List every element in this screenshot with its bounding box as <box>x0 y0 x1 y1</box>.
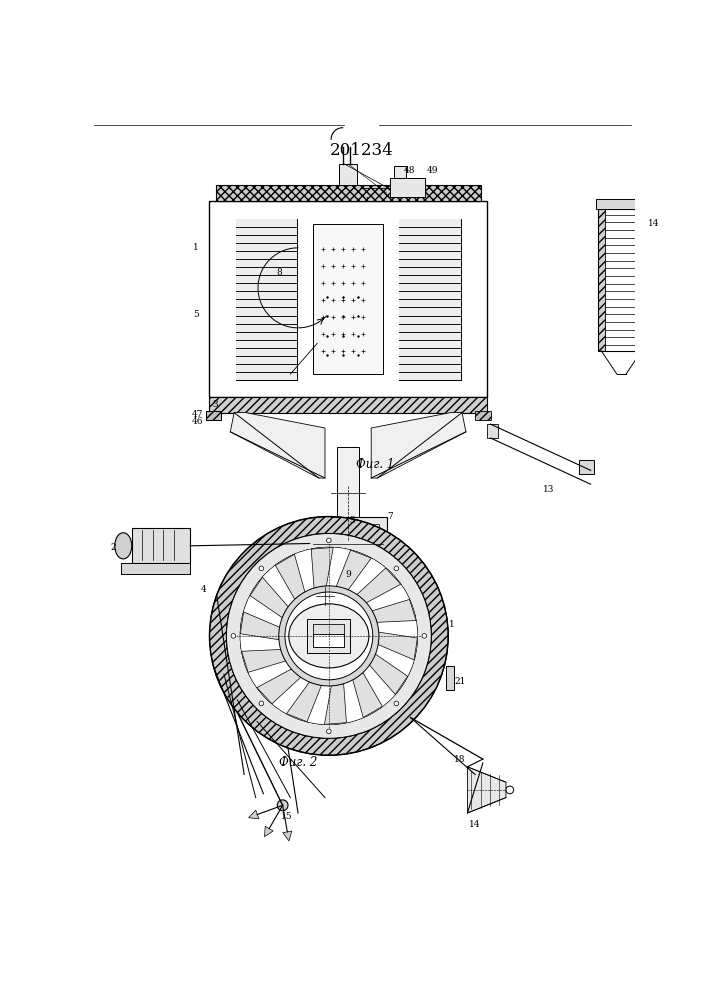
Bar <box>279 584 417 607</box>
Polygon shape <box>250 577 288 618</box>
Bar <box>598 209 604 351</box>
Circle shape <box>277 800 288 811</box>
Bar <box>216 185 481 201</box>
Text: 14: 14 <box>648 219 660 228</box>
Bar <box>206 411 221 420</box>
Polygon shape <box>283 831 292 841</box>
Polygon shape <box>337 550 371 590</box>
Wedge shape <box>226 533 431 738</box>
Text: 3: 3 <box>349 516 355 525</box>
Bar <box>308 619 351 653</box>
Bar <box>638 209 645 351</box>
Bar <box>209 201 486 225</box>
Bar <box>598 209 645 351</box>
Polygon shape <box>249 810 259 819</box>
Bar <box>206 411 221 420</box>
Bar <box>313 224 382 374</box>
Text: 48: 48 <box>404 166 416 175</box>
Bar <box>209 397 486 413</box>
Text: 7: 7 <box>387 512 393 521</box>
Bar <box>339 164 357 185</box>
Text: 4: 4 <box>201 585 206 594</box>
Bar <box>121 563 190 574</box>
Polygon shape <box>230 413 325 478</box>
Bar <box>317 524 379 563</box>
Text: 5: 5 <box>193 310 199 319</box>
Bar <box>579 460 595 474</box>
Bar <box>209 397 486 413</box>
Polygon shape <box>467 767 506 813</box>
Polygon shape <box>372 599 416 622</box>
Polygon shape <box>357 568 401 603</box>
Text: 49: 49 <box>427 166 438 175</box>
Circle shape <box>394 566 399 571</box>
Polygon shape <box>371 413 466 478</box>
Text: 8: 8 <box>276 268 281 277</box>
Bar <box>462 201 486 397</box>
Bar <box>399 219 460 380</box>
Circle shape <box>327 538 331 543</box>
Bar <box>475 411 491 420</box>
Polygon shape <box>370 654 408 694</box>
Text: 14: 14 <box>469 820 481 829</box>
Wedge shape <box>209 517 448 755</box>
Text: 46: 46 <box>192 417 204 426</box>
Polygon shape <box>242 649 286 672</box>
Text: 13: 13 <box>542 485 554 494</box>
Polygon shape <box>240 612 279 640</box>
Bar <box>446 666 454 690</box>
Ellipse shape <box>115 533 132 559</box>
Bar <box>313 624 344 634</box>
Circle shape <box>394 701 399 706</box>
Circle shape <box>259 566 264 571</box>
Bar <box>235 219 297 380</box>
Bar <box>209 201 486 397</box>
Bar <box>298 570 398 584</box>
Bar <box>399 219 460 380</box>
Bar <box>216 185 481 201</box>
Text: 47: 47 <box>192 410 204 419</box>
Polygon shape <box>264 826 273 837</box>
Bar <box>486 424 498 438</box>
Text: 201234: 201234 <box>330 142 394 159</box>
Text: 21: 21 <box>455 677 466 686</box>
Bar <box>310 517 387 570</box>
Bar <box>337 447 359 547</box>
Circle shape <box>259 701 264 706</box>
Bar <box>132 528 190 563</box>
Polygon shape <box>257 669 300 704</box>
Text: 1: 1 <box>449 620 455 629</box>
Circle shape <box>327 729 331 734</box>
Polygon shape <box>353 673 382 717</box>
Text: Фиг. 2: Фиг. 2 <box>279 756 317 769</box>
Wedge shape <box>279 586 379 686</box>
Bar <box>395 166 406 178</box>
Polygon shape <box>275 554 305 599</box>
Text: 18: 18 <box>454 755 465 764</box>
Bar <box>209 201 234 397</box>
Circle shape <box>316 587 334 605</box>
Text: 1: 1 <box>193 243 199 252</box>
Bar <box>313 624 344 647</box>
Circle shape <box>231 634 235 638</box>
Circle shape <box>506 786 514 794</box>
Bar <box>235 219 297 380</box>
Bar <box>313 634 344 647</box>
Text: 3: 3 <box>213 400 218 409</box>
Bar <box>390 178 425 197</box>
Text: 2: 2 <box>110 543 116 552</box>
Bar <box>596 199 647 209</box>
Circle shape <box>422 634 426 638</box>
Polygon shape <box>378 632 417 660</box>
Polygon shape <box>286 682 322 722</box>
Polygon shape <box>325 684 346 724</box>
Bar <box>209 383 486 397</box>
Text: Фиг. 1: Фиг. 1 <box>356 458 395 471</box>
Text: 15: 15 <box>281 812 292 821</box>
Text: 9: 9 <box>345 570 351 579</box>
Ellipse shape <box>288 604 369 668</box>
Circle shape <box>240 547 417 724</box>
Polygon shape <box>311 547 333 588</box>
